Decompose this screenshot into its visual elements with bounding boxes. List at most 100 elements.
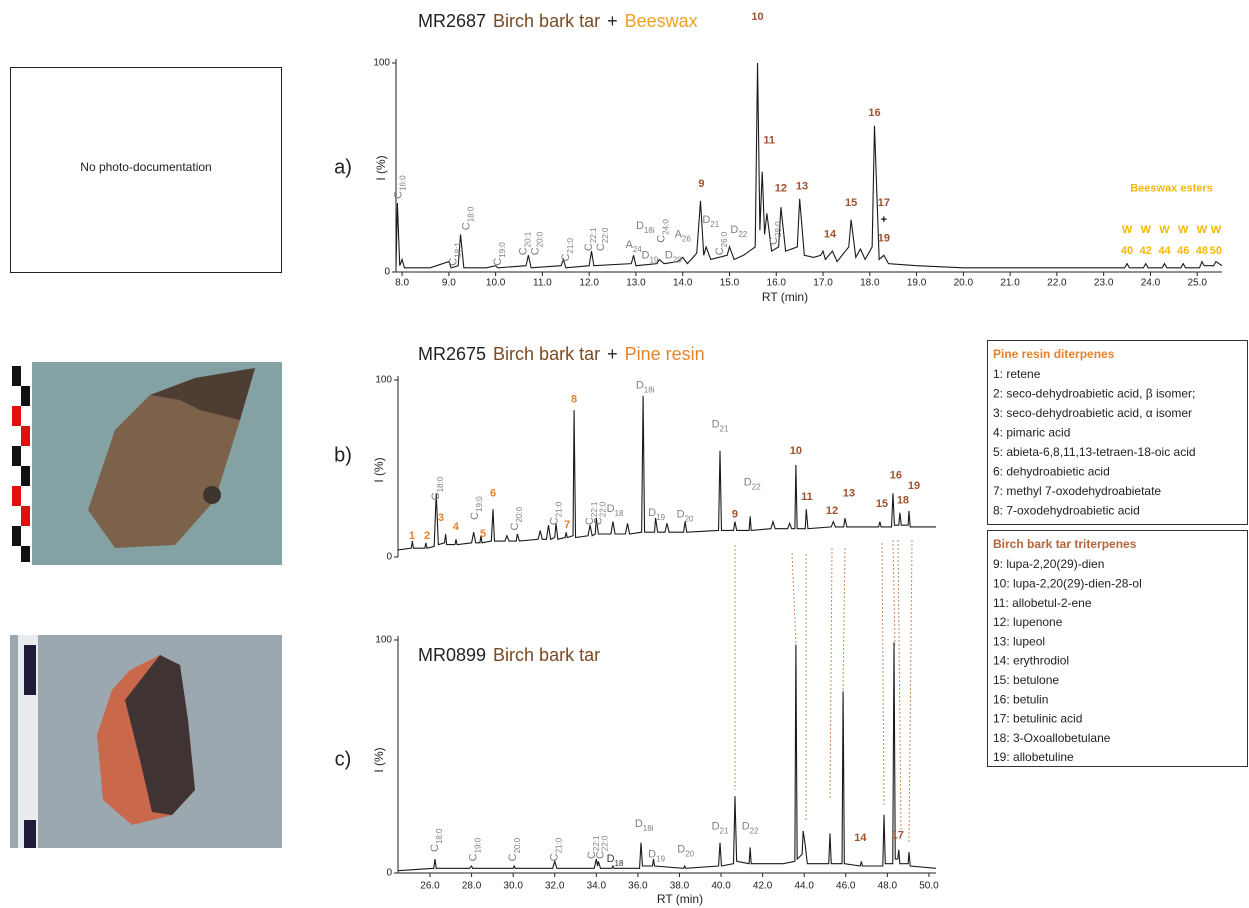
x-tick-label: 50.0 xyxy=(919,881,939,892)
title-part: Pine resin xyxy=(625,344,705,364)
peak-label: 4 xyxy=(453,521,460,533)
peak-label-text: C xyxy=(429,844,441,852)
peak-label: A24 xyxy=(625,239,642,254)
peak-label: 13 xyxy=(796,180,808,192)
peak-label: D18i xyxy=(636,220,655,235)
peak-label: C22:1 xyxy=(583,227,598,251)
peak-label-text: C xyxy=(594,851,606,859)
peak-label-sub: 18 xyxy=(615,859,624,868)
peak-label-text: 15 xyxy=(876,498,888,510)
x-tick-label: 34.0 xyxy=(587,881,607,892)
peak-label-text: A xyxy=(675,228,683,240)
peak-label: C19:0 xyxy=(468,837,483,861)
peak-label: C18:1 xyxy=(447,242,462,266)
peak-label-text: C xyxy=(492,258,504,266)
legend-item: 8: 7-oxodehydroabietic acid xyxy=(993,504,1140,518)
peak-label-text: D xyxy=(635,818,643,830)
peak-label: 7 xyxy=(564,519,570,531)
y-axis-label: I (%) xyxy=(372,747,386,772)
peak-label-sub: 18:1 xyxy=(453,242,462,258)
peak-label: A26 xyxy=(675,228,692,243)
peak-label: C18:0 xyxy=(430,476,445,500)
peak-label-sub: 20:1 xyxy=(523,231,532,247)
peak-label-text: C xyxy=(529,247,541,255)
title-part: MR2687 xyxy=(418,11,486,31)
peak-label-text: + xyxy=(881,214,887,226)
x-tick-label: 38.0 xyxy=(670,881,690,892)
peak-label-text: 13 xyxy=(843,487,855,499)
peak-label: C20:0 xyxy=(509,506,524,530)
peak-label: 44 xyxy=(1158,245,1171,257)
legend-item: 5: abieta-6,8,11,13-tetraen-18-oic acid xyxy=(993,445,1196,459)
peak-label-text: C xyxy=(518,247,530,255)
peak-label-text: W xyxy=(1122,224,1133,236)
legend-item: 16: betulin xyxy=(993,692,1048,706)
peak-label: + xyxy=(881,214,887,226)
peak-label: D18i xyxy=(636,379,655,394)
x-tick-label: 20.0 xyxy=(954,278,974,289)
x-tick-label: 22.0 xyxy=(1047,278,1067,289)
peak-label-text: 8 xyxy=(571,393,577,405)
legend-item: 1: retene xyxy=(993,367,1041,381)
peak-label-text: C xyxy=(447,258,459,266)
x-axis-label: RT (min) xyxy=(762,290,808,304)
peak-label-text: D xyxy=(730,224,738,236)
peak-label-sub: 22:1 xyxy=(592,835,601,851)
x-tick-label: 46.0 xyxy=(836,881,856,892)
peak-label-text: 14 xyxy=(824,228,837,240)
peak-label: D21 xyxy=(702,214,719,229)
title-part: Birch bark tar xyxy=(493,645,600,665)
peak-label: 11 xyxy=(763,134,775,146)
legend-item: 3: seco-dehydroabietic acid, α isomer xyxy=(993,406,1192,420)
peak-label-sub: 20:0 xyxy=(535,231,544,247)
peak-label-text: 48 xyxy=(1196,245,1208,257)
peak-label-sub: 22 xyxy=(752,482,761,491)
peak-label-sub: 28:0 xyxy=(774,221,783,237)
peak-label: 50 xyxy=(1210,245,1222,257)
peak-label: 15 xyxy=(876,498,888,510)
x-tick-label: 9.0 xyxy=(442,278,456,289)
peak-label: D18i xyxy=(635,818,654,833)
peak-label-text: 9 xyxy=(732,508,738,520)
peak-connectors xyxy=(734,539,913,843)
peak-label-text: D xyxy=(648,507,656,519)
peak-label-sub: 21 xyxy=(710,219,719,228)
x-tick-label: 28.0 xyxy=(462,881,482,892)
peak-label-text: D xyxy=(744,477,752,489)
x-tick-label: 32.0 xyxy=(545,881,565,892)
peak-label: 6 xyxy=(490,487,496,499)
peak-label: D20 xyxy=(677,508,694,523)
peak-label: D20 xyxy=(665,249,682,264)
peak-label: C26:0 xyxy=(714,231,729,255)
x-tick-label: 18.0 xyxy=(860,278,880,289)
peak-label: C20:0 xyxy=(529,231,544,255)
peak-label: 8 xyxy=(571,393,577,405)
peak-label-sub: 26:0 xyxy=(720,231,729,247)
peak-label: 5 xyxy=(480,528,486,540)
photo-sherd-b xyxy=(10,362,282,565)
peak-label-sub: 22 xyxy=(738,230,747,239)
peak-label-text: W xyxy=(1197,224,1208,236)
peak-label: 10 xyxy=(751,11,763,23)
peak-label-text: C xyxy=(549,853,561,861)
peak-label-text: C xyxy=(468,853,480,861)
legend-item: 12: lupenone xyxy=(993,615,1063,629)
peak-label-text: 46 xyxy=(1177,245,1189,257)
x-tick-label: 23.0 xyxy=(1094,278,1114,289)
peak-label: C18:0 xyxy=(461,206,476,230)
y-tick-label: 0 xyxy=(386,552,392,563)
panel-label: b) xyxy=(334,444,352,466)
peak-label-text: C xyxy=(560,254,572,262)
peak-label: 12 xyxy=(775,182,787,194)
x-tick-label: 17.0 xyxy=(813,278,833,289)
peak-label-text: C xyxy=(768,237,780,245)
peak-label: 11 xyxy=(801,491,813,503)
x-tick-label: 16.0 xyxy=(767,278,787,289)
peak-label: C22:0 xyxy=(592,501,607,525)
x-tick-label: 12.0 xyxy=(579,278,599,289)
peak-label: D18 xyxy=(607,503,624,518)
peak-label-text: 5 xyxy=(480,528,486,540)
peak-label-sub: 18i xyxy=(644,226,655,235)
legend-item: 2: seco-dehydroabietic acid, β isomer; xyxy=(993,387,1195,401)
peak-label: 14 xyxy=(824,228,837,240)
